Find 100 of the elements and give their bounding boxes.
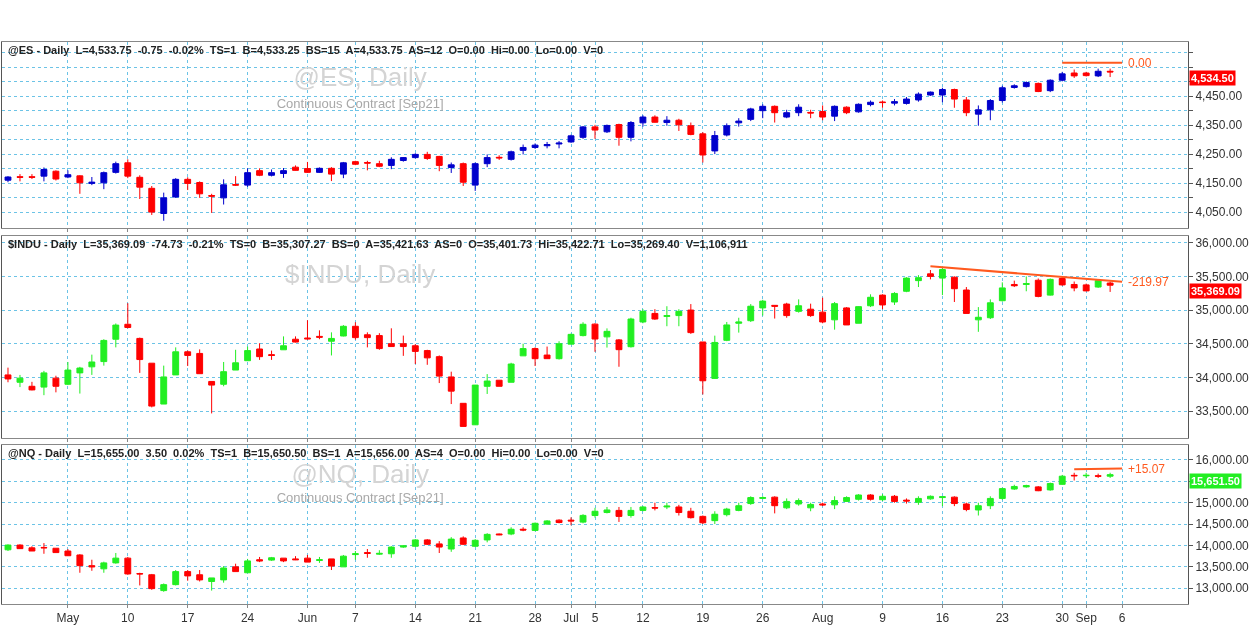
candlestick (627, 317, 635, 349)
candlestick (1010, 83, 1018, 90)
candlestick (1058, 276, 1066, 287)
candlestick (819, 297, 827, 324)
candlestick (998, 85, 1006, 104)
candlestick (1106, 472, 1114, 479)
candlestick (423, 151, 431, 161)
candlestick (615, 338, 623, 368)
candlestick (351, 321, 359, 341)
x-tick-label: 24 (240, 611, 255, 626)
candlestick (399, 156, 407, 163)
candlestick (567, 134, 575, 144)
candlestick (663, 502, 671, 510)
chart-title: @NQ - Daily L=15,655.00 3.50 0.02% TS=1 B=15,650.50 BS=1 A=15,656.00 AS=4 O=0.00 Hi=0.00 Lo=0.00 V=0 (8, 447, 604, 459)
x-tick-label: Sep (1075, 611, 1098, 626)
candlestick (40, 370, 48, 396)
candlestick (651, 502, 659, 511)
candlestick (1094, 68, 1102, 78)
candlestick (232, 563, 240, 573)
candlestick (483, 153, 491, 168)
candlestick (351, 550, 359, 561)
candlestick (723, 321, 731, 342)
candlestick (76, 553, 84, 574)
candlestick (76, 366, 84, 395)
candlestick (807, 303, 815, 318)
text: 15,651.50 (1191, 475, 1240, 487)
x-tick-label: 17 (181, 611, 195, 626)
candlestick (507, 150, 515, 161)
candlestick (351, 160, 359, 166)
y-tick-label: 4,150.00 (1195, 176, 1243, 191)
x-tick-label: 28 (528, 611, 543, 626)
candlestick (136, 337, 144, 374)
x-tick-label: 9 (879, 611, 887, 626)
candlestick (1082, 71, 1090, 77)
candlestick (1010, 280, 1018, 288)
x-tick-label: 16 (935, 611, 950, 626)
x-tick-label: 21 (468, 611, 483, 626)
candlestick (52, 547, 60, 554)
candlestick (1058, 71, 1066, 82)
candlestick (1034, 485, 1042, 492)
candlestick (459, 402, 467, 427)
annotation: 0.00 (1128, 56, 1152, 70)
candlestick (339, 161, 347, 179)
candlestick (1070, 69, 1078, 79)
candlestick (208, 193, 216, 214)
candlestick (399, 544, 407, 549)
candlestick (843, 306, 851, 326)
candlestick (471, 384, 479, 426)
candlestick (244, 558, 252, 574)
candlestick (292, 164, 299, 172)
candlestick (974, 306, 982, 333)
candlestick (962, 502, 970, 512)
candlestick (627, 120, 635, 142)
candlestick (555, 340, 563, 361)
candlestick (423, 538, 431, 546)
candlestick (328, 166, 335, 182)
candlestick (411, 152, 419, 159)
candlestick (998, 487, 1006, 501)
candlestick (136, 572, 144, 586)
candlestick (124, 556, 132, 576)
candlestick (220, 361, 228, 387)
candlestick (292, 555, 299, 561)
candlestick (1046, 78, 1054, 93)
y-tick-label: 13,500.00 (1195, 560, 1250, 575)
candlestick (819, 104, 827, 121)
candlestick (256, 342, 263, 361)
candlestick (268, 350, 275, 361)
candlestick (88, 559, 96, 572)
candlestick (268, 556, 275, 562)
candlestick (843, 105, 851, 115)
candlestick (1022, 275, 1030, 292)
candlestick (1022, 80, 1030, 88)
candlestick (316, 166, 323, 174)
candlestick (807, 109, 815, 119)
candlestick (28, 173, 36, 180)
candlestick (304, 161, 311, 174)
candlestick (783, 302, 791, 319)
candlestick (867, 293, 874, 308)
candlestick (1106, 68, 1114, 78)
candlestick (399, 335, 407, 357)
candlestick (962, 96, 970, 117)
candlestick (903, 276, 910, 293)
candlestick (4, 175, 12, 183)
text: 4,534.50 (1191, 72, 1234, 84)
x-tick-label: Aug (811, 611, 834, 626)
candlestick (986, 495, 994, 510)
candlestick (160, 192, 168, 222)
candlestick (639, 114, 647, 128)
candlestick (363, 160, 371, 171)
candlestick (316, 556, 323, 564)
candlestick (938, 495, 946, 507)
candlestick (304, 554, 311, 563)
candlestick (747, 303, 755, 323)
candlestick (387, 545, 395, 559)
candlestick (831, 104, 839, 122)
candlestick (711, 335, 719, 379)
candlestick (280, 557, 287, 563)
candlestick (507, 362, 515, 383)
y-tick-label: 33,500.00 (1195, 404, 1250, 419)
candlestick (387, 327, 395, 348)
